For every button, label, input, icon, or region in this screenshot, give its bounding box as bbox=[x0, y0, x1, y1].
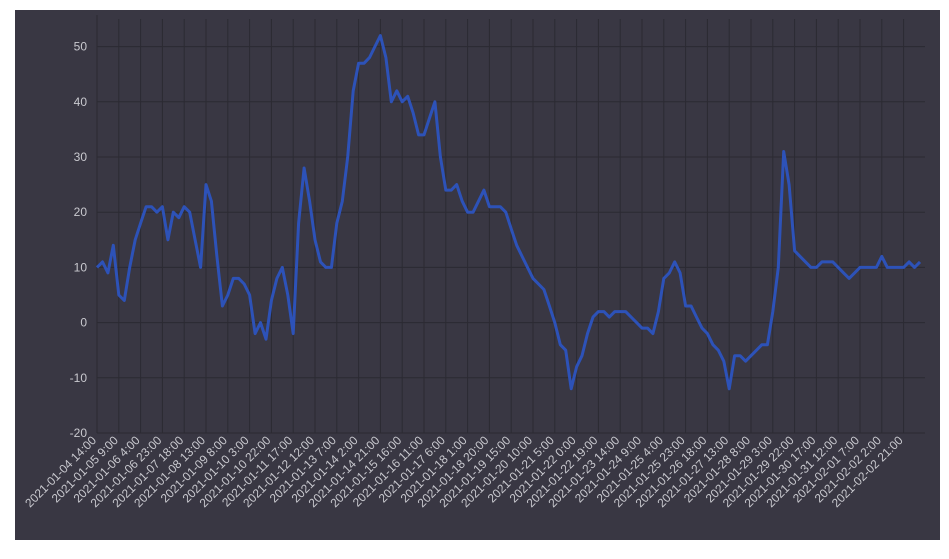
y-tick-label: -20 bbox=[70, 426, 88, 440]
data-line bbox=[95, 34, 922, 391]
chart-background bbox=[15, 10, 940, 540]
y-tick-label: 10 bbox=[74, 260, 88, 274]
y-tick-label: 30 bbox=[74, 150, 88, 164]
y-tick-label: -10 bbox=[70, 371, 88, 385]
y-tick-label: 50 bbox=[74, 40, 88, 54]
y-tick-label: 0 bbox=[80, 316, 87, 330]
y-tick-label: 40 bbox=[74, 95, 88, 109]
y-tick-label: 20 bbox=[74, 205, 88, 219]
